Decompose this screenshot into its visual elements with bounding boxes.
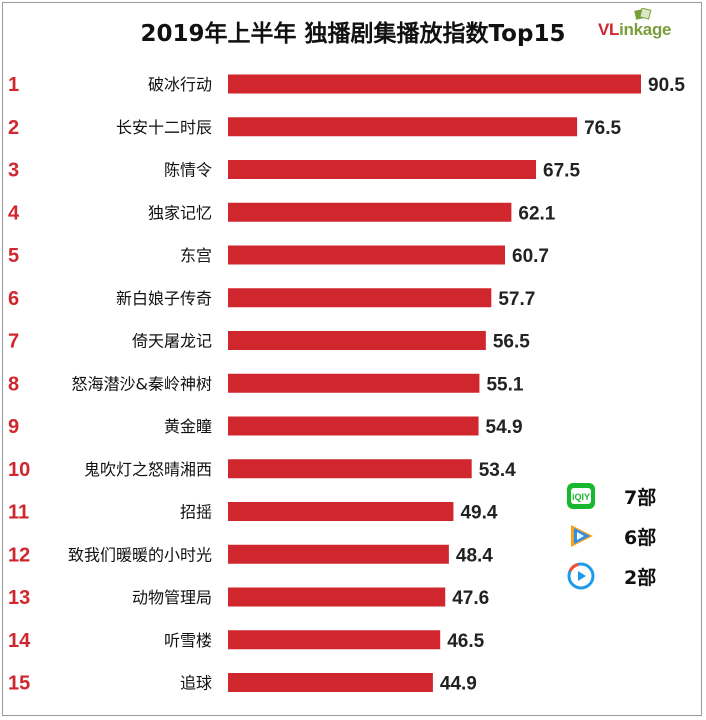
bar — [228, 74, 641, 94]
logo-mark-icon — [634, 8, 652, 20]
category-label: 破冰行动 — [148, 75, 212, 94]
category-label: 鬼吹灯之怒晴湘西 — [84, 460, 212, 479]
legend-count-iqiyi: 7部 — [624, 487, 657, 509]
bar — [228, 459, 472, 479]
category-label: 致我们暖暖的小时光 — [68, 545, 212, 564]
category-label: 黄金瞳 — [164, 417, 212, 436]
bar — [228, 202, 512, 222]
bar — [228, 117, 578, 137]
rank-label: 9 — [8, 416, 19, 438]
legend-item-youku: 2部 — [566, 561, 696, 591]
value-label: 54.9 — [486, 417, 523, 438]
rank-label: 5 — [8, 245, 19, 267]
tencent-video-icon — [571, 525, 593, 547]
legend-count-tencent: 6部 — [624, 527, 657, 549]
logo-text: VLinkage — [598, 20, 671, 40]
category-label: 倚天屠龙记 — [132, 332, 212, 351]
value-label: 55.1 — [486, 374, 523, 395]
value-label: 57.7 — [498, 289, 535, 310]
value-label: 67.5 — [543, 161, 580, 182]
rank-label: 3 — [8, 160, 19, 182]
category-label: 长安十二时辰 — [116, 118, 212, 137]
rank-label: 11 — [8, 502, 29, 524]
rank-label: 12 — [8, 544, 30, 566]
legend-count-youku: 2部 — [624, 567, 657, 589]
category-label: 独家记忆 — [148, 203, 212, 222]
bar — [228, 502, 454, 521]
category-label: 招摇 — [180, 503, 212, 522]
value-label: 62.1 — [518, 203, 555, 224]
value-label: 47.6 — [452, 588, 489, 609]
category-label: 听雪楼 — [164, 631, 212, 650]
legend-item-iqiyi: iQIY 7部 — [566, 481, 696, 511]
svg-text:iQIY: iQIY — [572, 492, 590, 502]
bar — [228, 245, 506, 265]
legend-item-tencent: 6部 — [566, 521, 696, 551]
chart-title: 2019年上半年 独播剧集播放指数Top15 — [140, 21, 566, 47]
logo-rest: inkage — [619, 20, 672, 39]
logo-prefix: VL — [598, 20, 620, 39]
category-label: 追球 — [180, 674, 212, 693]
iqiyi-icon: iQIY — [567, 483, 595, 509]
bar — [228, 673, 433, 692]
value-label: 44.9 — [440, 674, 477, 695]
bar — [228, 587, 446, 607]
rank-label: 4 — [8, 202, 20, 224]
rank-label: 14 — [8, 630, 31, 652]
value-label: 53.4 — [479, 460, 516, 481]
platform-legend: iQIY 7部 6部 2部 — [566, 481, 696, 591]
rank-label: 10 — [8, 459, 30, 481]
bar — [228, 630, 441, 650]
category-label: 动物管理局 — [132, 588, 212, 607]
bar — [228, 331, 486, 350]
value-label: 56.5 — [493, 332, 530, 353]
rank-label: 8 — [8, 373, 19, 395]
bar — [228, 373, 480, 393]
bar — [228, 160, 537, 179]
value-label: 48.4 — [456, 545, 493, 566]
rank-label: 6 — [8, 288, 19, 310]
value-label: 46.5 — [447, 631, 484, 652]
bar — [228, 416, 479, 436]
category-label: 怒海潜沙&秦岭神树 — [72, 374, 212, 393]
rank-label: 1 — [8, 74, 19, 96]
rank-label: 15 — [8, 673, 30, 695]
vlinkage-logo: VLinkage — [598, 8, 698, 46]
rank-label: 13 — [8, 587, 30, 609]
category-label: 陈情令 — [164, 161, 212, 180]
bar — [228, 288, 492, 308]
value-label: 76.5 — [584, 118, 621, 139]
category-label: 东宫 — [180, 246, 212, 265]
value-label: 49.4 — [460, 503, 497, 524]
value-label: 60.7 — [512, 246, 549, 267]
rank-label: 7 — [8, 331, 19, 353]
category-label: 新白娘子传奇 — [116, 289, 212, 308]
youku-icon — [567, 562, 595, 590]
bar — [228, 544, 449, 564]
rank-label: 2 — [8, 117, 19, 139]
value-label: 90.5 — [648, 75, 685, 96]
